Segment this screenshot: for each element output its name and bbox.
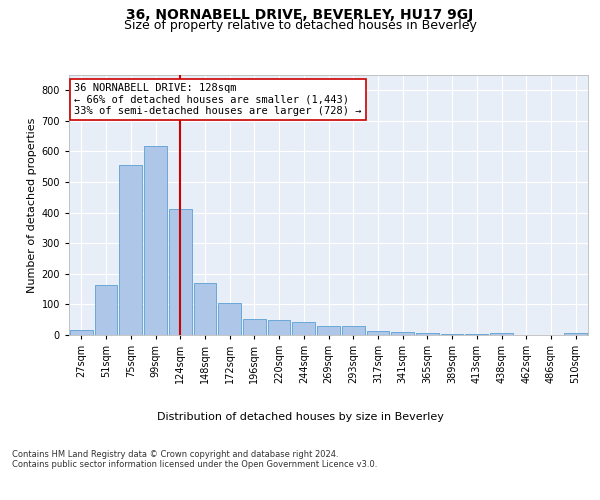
Text: Contains HM Land Registry data © Crown copyright and database right 2024.
Contai: Contains HM Land Registry data © Crown c… xyxy=(12,450,377,469)
Bar xyxy=(466,334,488,335)
Bar xyxy=(218,304,241,335)
Bar xyxy=(367,331,389,335)
Text: 36, NORNABELL DRIVE, BEVERLEY, HU17 9GJ: 36, NORNABELL DRIVE, BEVERLEY, HU17 9GJ xyxy=(127,8,473,22)
Bar xyxy=(391,332,414,335)
Bar xyxy=(95,284,118,335)
Y-axis label: Number of detached properties: Number of detached properties xyxy=(28,118,37,292)
Bar xyxy=(564,334,587,335)
Bar xyxy=(268,320,290,335)
Bar xyxy=(292,322,315,335)
Bar xyxy=(119,164,142,335)
Bar xyxy=(169,209,191,335)
Bar xyxy=(490,334,513,335)
Bar xyxy=(194,283,216,335)
Bar xyxy=(70,330,93,335)
Text: Distribution of detached houses by size in Beverley: Distribution of detached houses by size … xyxy=(157,412,443,422)
Bar xyxy=(243,319,266,335)
Bar xyxy=(317,326,340,335)
Bar xyxy=(342,326,365,335)
Text: Size of property relative to detached houses in Beverley: Size of property relative to detached ho… xyxy=(124,19,476,32)
Text: 36 NORNABELL DRIVE: 128sqm
← 66% of detached houses are smaller (1,443)
33% of s: 36 NORNABELL DRIVE: 128sqm ← 66% of deta… xyxy=(74,83,362,116)
Bar xyxy=(416,333,439,335)
Bar xyxy=(144,146,167,335)
Bar xyxy=(441,334,463,335)
